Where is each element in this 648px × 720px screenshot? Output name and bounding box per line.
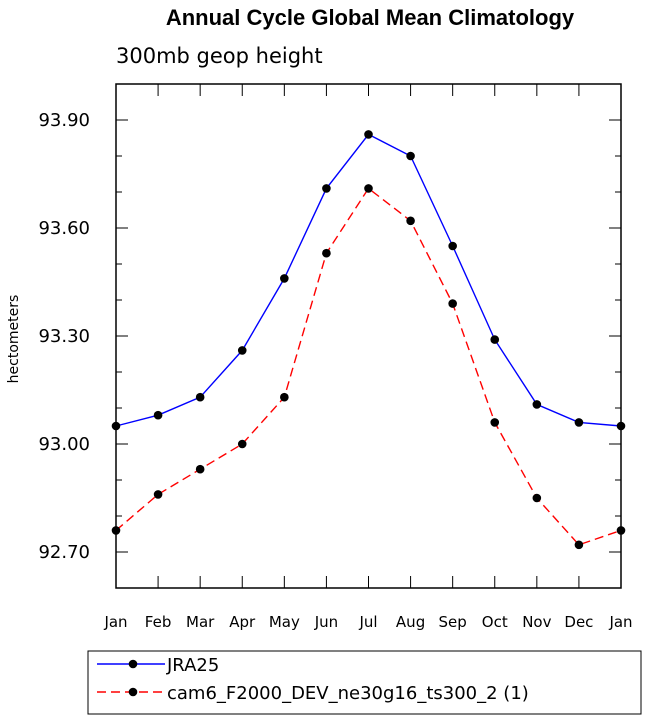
data-point	[448, 241, 457, 251]
data-point	[322, 184, 331, 193]
x-tick-label: Dec	[564, 613, 593, 631]
x-tick-label: Nov	[522, 613, 551, 631]
legend: JRA25 cam6_F2000_DEV_ne30g16_ts300_2 (1)	[87, 650, 642, 715]
series-1	[111, 130, 626, 431]
data-point	[322, 248, 331, 258]
x-tick-label: Feb	[145, 613, 172, 631]
legend-marker	[128, 687, 138, 697]
axis-ticks	[115, 84, 622, 588]
data-point	[406, 151, 415, 161]
data-point	[532, 493, 542, 503]
x-tick-labels: Jan Feb Mar Apr May Jun Jul Aug Sep Oct Nov Dec Jan	[103, 613, 632, 631]
y-axis-label: hectometers	[6, 295, 22, 384]
data-point	[153, 490, 163, 499]
y-tick-label: 93.00	[38, 434, 90, 455]
x-tick-label: Sep	[439, 613, 467, 631]
x-tick-label: Jan	[608, 613, 632, 631]
data-point	[280, 392, 289, 402]
y-tick-label: 92.70	[38, 542, 90, 563]
data-point	[490, 335, 500, 344]
data-point	[111, 421, 121, 431]
series-line	[115, 133, 622, 427]
y-tick-label: 93.60	[38, 218, 90, 239]
x-tick-label: Aug	[396, 613, 425, 631]
series-2	[111, 184, 626, 550]
chart-title: Annual Cycle Global Mean Climatology	[166, 5, 575, 30]
chart-subtitle: 300mb geop height	[116, 44, 323, 68]
data-point	[364, 184, 373, 193]
data-point	[574, 540, 584, 550]
data-point	[490, 418, 500, 427]
x-tick-label: Oct	[482, 613, 508, 631]
x-tick-label: Jun	[314, 613, 338, 631]
data-point	[280, 274, 289, 283]
series-line	[115, 187, 622, 546]
y-tick-labels: 92.70 93.00 93.30 93.60 93.90	[38, 110, 90, 563]
x-tick-label: Mar	[186, 613, 215, 631]
legend-label: JRA25	[166, 655, 219, 676]
data-point	[616, 526, 626, 535]
data-point	[532, 400, 542, 409]
data-point	[153, 410, 163, 420]
plot-frame	[115, 83, 622, 589]
x-tick-label: May	[269, 613, 300, 631]
data-point	[195, 392, 205, 402]
legend-marker	[128, 659, 138, 669]
data-point	[111, 526, 121, 535]
data-point	[574, 418, 584, 427]
x-tick-label: Jul	[358, 613, 377, 631]
legend-label: cam6_F2000_DEV_ne30g16_ts300_2 (1)	[167, 683, 529, 704]
series-group	[111, 130, 626, 550]
data-point	[616, 421, 626, 431]
data-point	[237, 346, 247, 355]
x-tick-label: Apr	[229, 613, 256, 631]
data-point	[448, 299, 457, 308]
legend-box	[87, 650, 642, 715]
data-point	[364, 130, 373, 139]
data-point	[195, 464, 205, 474]
data-point	[237, 439, 247, 449]
y-tick-label: 93.30	[38, 326, 90, 347]
x-tick-label: Jan	[103, 613, 127, 631]
y-tick-label: 93.90	[38, 110, 90, 131]
data-point	[406, 216, 415, 226]
